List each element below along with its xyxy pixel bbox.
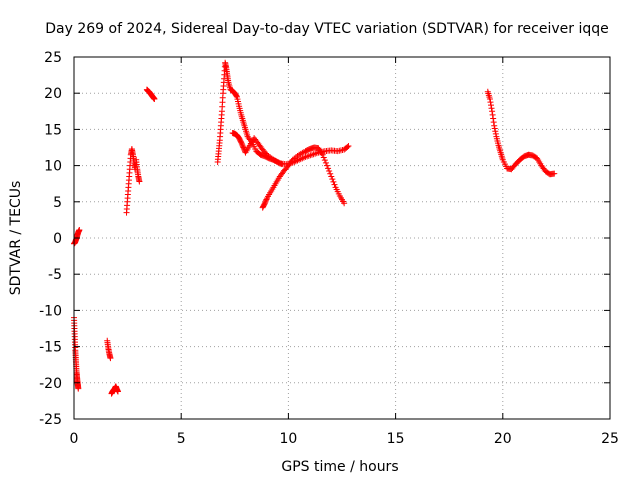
series-arc9	[259, 144, 348, 211]
series-arc2	[71, 314, 82, 392]
x-tick-label: 15	[387, 431, 405, 447]
series-arc3	[104, 337, 114, 362]
data-point	[331, 181, 338, 188]
y-tick-label: 0	[53, 231, 62, 247]
data-point	[344, 143, 351, 150]
data-point	[288, 158, 295, 165]
data-point	[341, 200, 348, 207]
data-point	[151, 95, 158, 102]
data-point	[490, 119, 497, 126]
series-arc4	[108, 383, 121, 397]
data-point	[325, 165, 332, 172]
data-point	[240, 144, 247, 151]
data-point	[76, 227, 83, 234]
series-arc10	[484, 88, 558, 178]
data-point	[238, 140, 245, 147]
data-point	[492, 130, 499, 137]
data-point	[488, 105, 495, 112]
data-point	[75, 385, 82, 392]
y-tick-label: -25	[39, 412, 62, 428]
data-point	[238, 139, 245, 146]
data-point	[345, 143, 352, 150]
y-tick-label: 20	[44, 86, 62, 102]
x-tick-label: 0	[70, 431, 79, 447]
data-point	[239, 143, 246, 150]
series-arc6	[143, 86, 158, 102]
y-axis-ticks: 25 20 15 10 5 0 -5 -10 -15 -20 -25	[39, 50, 610, 428]
series-arc5	[123, 145, 143, 216]
data-point	[136, 178, 143, 185]
data-point	[489, 108, 496, 115]
data-point	[261, 200, 268, 207]
x-axis-label: GPS time / hours	[281, 459, 398, 475]
data-point	[491, 122, 498, 129]
y-axis-label: SDTVAR / TECUs	[8, 181, 24, 296]
data-point	[326, 168, 333, 175]
data-point	[323, 162, 330, 169]
y-tick-label: -5	[48, 267, 62, 283]
data-point	[551, 170, 558, 177]
data-point	[490, 115, 497, 122]
data-point	[263, 196, 270, 203]
data-point	[487, 99, 494, 106]
data-point	[330, 178, 337, 185]
data-point	[319, 151, 326, 158]
x-tick-label: 20	[494, 431, 512, 447]
data-point	[114, 388, 121, 395]
data-point	[107, 355, 114, 362]
x-tick-label: 10	[279, 431, 297, 447]
data-point	[320, 154, 327, 161]
y-tick-label: -10	[39, 303, 62, 319]
series-arc1	[71, 227, 83, 247]
data-point	[327, 170, 334, 177]
x-tick-label: 25	[601, 431, 619, 447]
series-arc7	[214, 59, 285, 168]
data-point	[491, 125, 498, 132]
x-axis-ticks: 0 5 10 15 20 25	[70, 57, 619, 447]
grid	[74, 57, 610, 419]
chart-title: Day 269 of 2024, Sidereal Day-to-day VTE…	[45, 21, 609, 37]
data-point	[321, 157, 328, 164]
data-points	[71, 59, 558, 397]
x-tick-label: 5	[177, 431, 186, 447]
data-point	[486, 95, 493, 102]
data-point	[328, 173, 335, 180]
data-point	[262, 150, 269, 157]
y-tick-label: -15	[39, 340, 62, 356]
y-tick-label: 25	[44, 50, 62, 66]
data-point	[262, 197, 269, 204]
y-tick-label: 15	[44, 122, 62, 138]
data-point	[489, 111, 496, 118]
data-point	[233, 92, 240, 99]
data-point	[262, 198, 269, 205]
data-point	[492, 128, 499, 135]
y-tick-label: 10	[44, 159, 62, 175]
data-point	[488, 102, 495, 109]
y-tick-label: -20	[39, 376, 62, 392]
data-point	[329, 176, 336, 183]
y-tick-label: 5	[53, 195, 62, 211]
data-point	[239, 141, 246, 148]
data-point	[322, 159, 329, 166]
